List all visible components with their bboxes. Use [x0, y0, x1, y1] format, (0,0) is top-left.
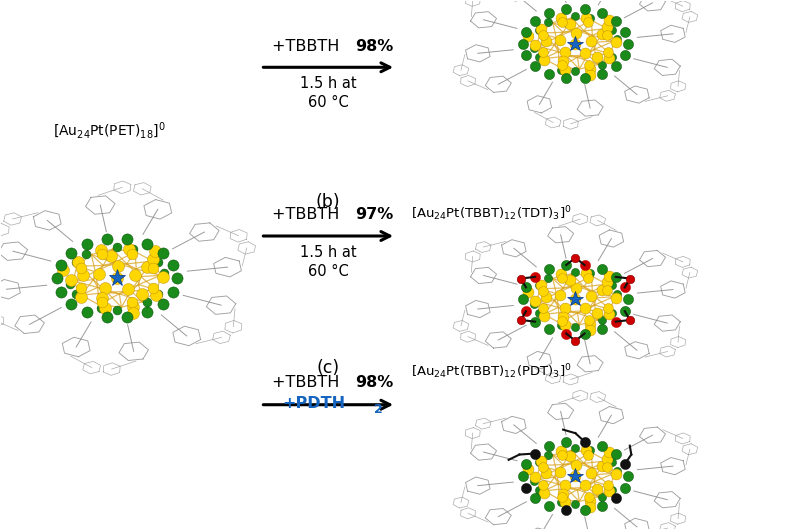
Text: 97%: 97%	[355, 207, 394, 222]
Text: 98%: 98%	[355, 39, 394, 54]
Text: 1.5 h at: 1.5 h at	[300, 76, 357, 91]
Text: [Au$_{24}$Pt(TBBT)$_{12}$(PDT)$_3$]$^0$: [Au$_{24}$Pt(TBBT)$_{12}$(PDT)$_3$]$^0$	[411, 363, 572, 382]
Text: (c): (c)	[317, 359, 340, 377]
Text: 60 °C: 60 °C	[308, 264, 349, 279]
Text: +PDTH: +PDTH	[282, 395, 346, 411]
Text: +TBBTH: +TBBTH	[272, 375, 345, 390]
Text: 60 °C: 60 °C	[308, 95, 349, 110]
Text: (b): (b)	[316, 193, 341, 211]
Text: 98%: 98%	[355, 375, 394, 390]
Text: [Au$_{24}$Pt(PET)$_{18}$]$^0$: [Au$_{24}$Pt(PET)$_{18}$]$^0$	[53, 120, 166, 141]
Text: [Au$_{24}$Pt(TBBT)$_{12}$(TDT)$_3$]$^0$: [Au$_{24}$Pt(TBBT)$_{12}$(TDT)$_3$]$^0$	[411, 204, 572, 223]
Text: 1.5 h at: 1.5 h at	[300, 245, 357, 260]
Text: +TBBTH: +TBBTH	[272, 207, 345, 222]
Text: 2: 2	[374, 403, 383, 416]
Text: +TBBTH: +TBBTH	[272, 39, 345, 54]
